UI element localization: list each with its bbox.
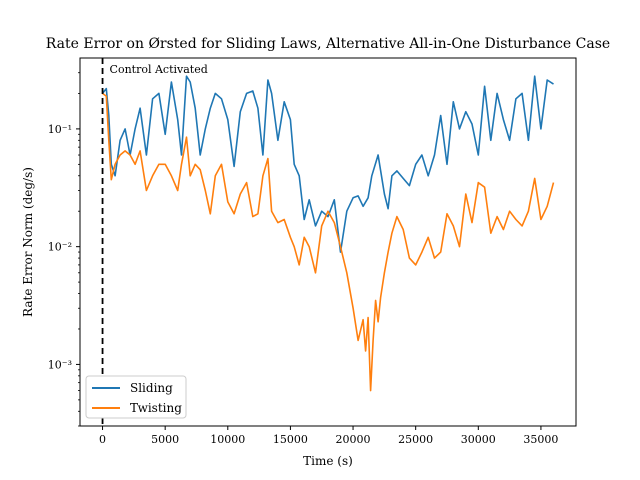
- x-axis-label: Time (s): [303, 454, 353, 468]
- legend: Sliding Twisting: [85, 375, 187, 419]
- y-tick-label: 10⁻²: [48, 241, 72, 254]
- plot-frame: [79, 57, 577, 427]
- x-tick-label: 5000: [151, 433, 179, 446]
- x-tick-label: 30000: [461, 433, 496, 446]
- x-tick-label: 0: [99, 433, 106, 446]
- x-tick-label: 35000: [523, 433, 558, 446]
- y-tick-label: 10⁻³: [48, 358, 72, 371]
- chart-title: Rate Error on Ørsted for Sliding Laws, A…: [46, 36, 610, 52]
- legend-label-sliding: Sliding: [130, 381, 173, 395]
- control-activated-label: Control Activated: [110, 63, 208, 76]
- x-tick-label: 10000: [210, 433, 245, 446]
- series-group: [101, 75, 555, 392]
- y-axis-label: Rate Error Norm (deg/s): [21, 167, 35, 317]
- x-ticks: 0 5000 10000 15000 20000 25000 30000 35000: [99, 426, 558, 446]
- series-line-twisting: [102, 92, 555, 392]
- x-tick-label: 20000: [336, 433, 371, 446]
- x-tick-label: 15000: [273, 433, 308, 446]
- y-ticks: 10⁻³ 10⁻² 10⁻¹: [48, 72, 80, 427]
- x-tick-label: 25000: [398, 433, 433, 446]
- legend-label-twisting: Twisting: [130, 401, 182, 415]
- y-tick-label: 10⁻¹: [48, 123, 72, 136]
- series-line-sliding: [101, 75, 554, 253]
